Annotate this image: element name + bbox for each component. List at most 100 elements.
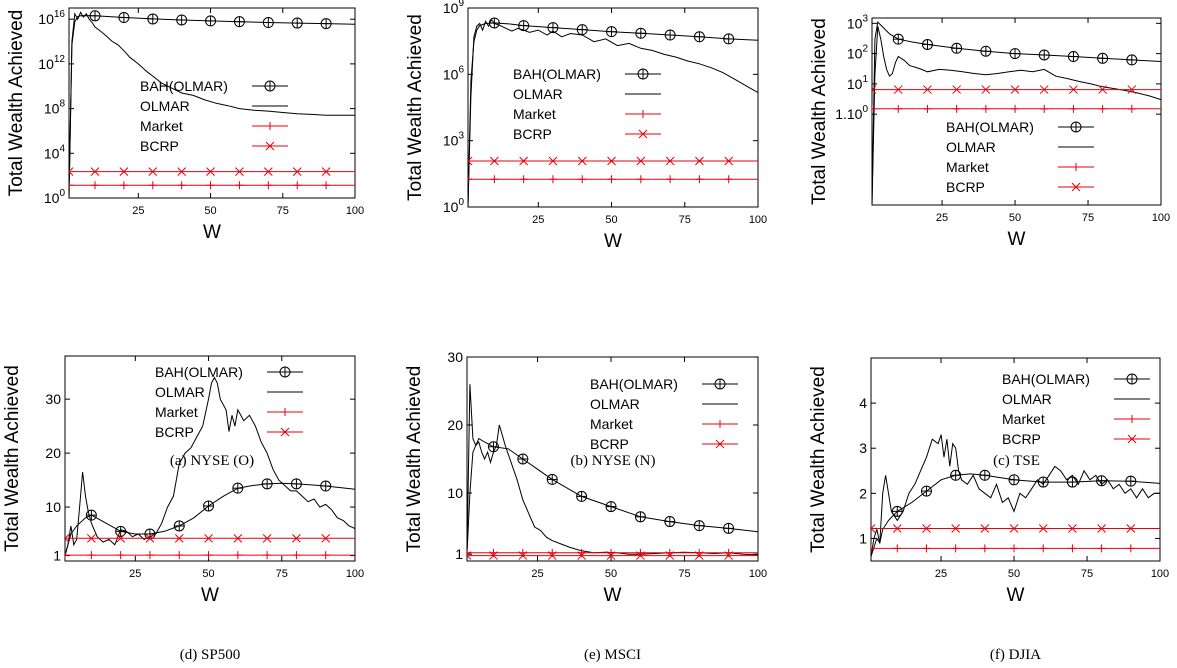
data-point-marker	[205, 15, 217, 27]
legend-label: OLMAR	[946, 139, 996, 155]
chart-panel-3: 25 50 75 100 1.100 101 102 103 W Total Wealth Ach…	[809, 13, 1170, 469]
y-tick-label: 2	[859, 485, 867, 501]
data-point-marker	[519, 156, 529, 166]
data-point-marker	[65, 533, 70, 543]
y-tick-label: 108	[44, 99, 66, 117]
data-point-marker	[548, 156, 558, 166]
x-tick-label: 50	[202, 568, 214, 580]
legend-label: BAH(OLMAR)	[155, 364, 243, 380]
data-point-marker	[518, 551, 528, 560]
data-point-marker	[206, 167, 215, 176]
legend-marker	[265, 141, 275, 151]
legend-label: BAH(OLMAR)	[1002, 371, 1090, 387]
y-axis-label: Total Wealth Achieved	[405, 14, 426, 201]
data-point-marker	[724, 175, 733, 184]
legend-label: OLMAR	[1002, 391, 1052, 407]
legend: BAH(OLMAR) OLMAR Market BCRP	[1002, 371, 1150, 447]
plot-frame	[871, 17, 1162, 206]
data-point-marker	[1038, 524, 1048, 533]
series-line-bah-olmar-	[467, 437, 758, 555]
data-point-marker	[1040, 104, 1049, 113]
legend-label: Market	[1002, 411, 1045, 427]
data-point-marker	[291, 17, 303, 29]
legend-marker	[714, 378, 726, 390]
data-point-marker	[320, 480, 332, 492]
x-tick-label: 75	[679, 214, 691, 226]
data-point-marker	[1008, 474, 1020, 486]
series-group	[65, 376, 355, 560]
data-point-marker	[144, 528, 156, 540]
data-point-marker	[577, 551, 586, 560]
legend-label: BAH(OLMAR)	[946, 119, 1034, 135]
y-tick-label: 30	[45, 391, 61, 407]
data-point-marker	[1097, 544, 1106, 553]
data-point-marker	[65, 551, 69, 560]
x-tick-label: 50	[605, 568, 617, 580]
data-point-marker	[605, 501, 617, 513]
data-point-marker	[920, 485, 932, 497]
data-point-marker	[235, 181, 244, 190]
data-point-marker	[91, 181, 99, 190]
x-tick-label: 25	[936, 212, 948, 224]
legend-label: BCRP	[946, 179, 985, 195]
data-point-marker	[950, 469, 962, 481]
data-point-marker	[606, 551, 616, 560]
plot-frame	[466, 356, 759, 562]
data-point-marker	[1038, 49, 1050, 61]
chart-panel-6: 25 50 75 100 1 2 3 4 W Total Wealth Achieved BAH(O…	[808, 357, 1169, 663]
data-point-marker	[576, 24, 588, 36]
legend-label: BAH(OLMAR)	[590, 376, 678, 392]
legend: BAH(OLMAR) OLMAR Market BCRP	[590, 376, 738, 452]
data-point-marker	[87, 533, 96, 543]
data-point-marker	[293, 181, 302, 190]
legend-label: BAH(OLMAR)	[140, 78, 228, 94]
x-tick-label: 25	[935, 568, 947, 580]
y-tick-label: 102	[847, 44, 869, 62]
data-point-marker	[634, 511, 646, 523]
data-point-marker	[517, 453, 529, 465]
x-axis-label: W	[604, 231, 622, 252]
data-point-marker	[724, 551, 733, 560]
y-tick-label: 101	[847, 74, 869, 92]
data-point-marker	[922, 524, 931, 533]
data-point-marker	[119, 181, 128, 190]
legend-marker	[1072, 163, 1080, 171]
legend-marker	[638, 129, 648, 139]
data-point-marker	[490, 156, 499, 166]
legend-marker	[639, 110, 647, 118]
data-point-marker	[1010, 544, 1019, 553]
legend: BAH(OLMAR) OLMAR Market BCRP	[140, 78, 288, 154]
data-point-marker	[578, 175, 587, 184]
chart-panel-2: 25 50 75 100 100 103 106 109 W Total Wealth Achie…	[405, 0, 767, 469]
data-point-marker	[872, 85, 877, 94]
data-point-marker	[724, 156, 734, 166]
subfigure-caption: (d) SP500	[180, 647, 240, 663]
data-point-marker	[320, 18, 332, 30]
data-point-marker	[1126, 54, 1138, 66]
data-point-marker	[173, 520, 185, 532]
data-point-marker	[467, 551, 472, 560]
data-point-marker	[90, 167, 100, 176]
series-line-bah-olmar-	[65, 482, 355, 556]
legend-label: OLMAR	[155, 384, 205, 400]
data-point-marker	[321, 551, 330, 560]
data-point-marker	[322, 181, 331, 190]
y-axis-label: Total Wealth Achieved	[809, 18, 830, 205]
y-axis-label: Total Wealth Achieved	[404, 366, 425, 553]
data-point-marker	[119, 167, 129, 176]
data-point-marker	[1009, 48, 1021, 60]
subfigure-caption: (c) TSE	[993, 453, 1040, 469]
data-point-marker	[519, 175, 528, 184]
legend: BAH(OLMAR) OLMAR Market BCRP	[513, 66, 661, 142]
x-tick-label: 25	[129, 568, 141, 580]
x-tick-label: 25	[531, 568, 543, 580]
x-tick-label: 100	[1152, 212, 1170, 224]
data-point-marker	[69, 181, 73, 190]
data-point-marker	[893, 85, 903, 94]
data-point-marker	[261, 478, 273, 490]
series-group	[69, 10, 355, 198]
y-axis-label: Total Wealth Achieved	[6, 10, 27, 197]
legend-label: OLMAR	[140, 98, 190, 114]
data-point-marker	[951, 524, 961, 533]
x-tick-label: 50	[1008, 568, 1020, 580]
